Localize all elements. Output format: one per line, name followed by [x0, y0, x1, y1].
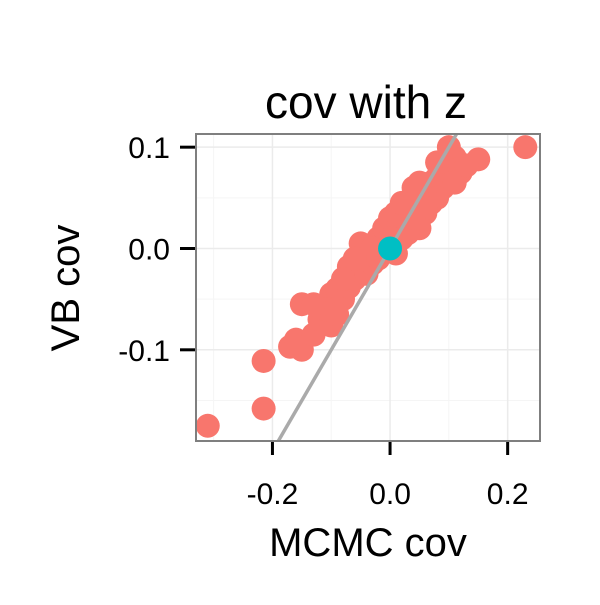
data-point	[442, 170, 467, 195]
data-point	[325, 302, 350, 327]
data-point	[251, 348, 276, 373]
x-tick-label: 0.2	[487, 478, 529, 511]
x-tick-label: 0.0	[369, 478, 411, 511]
data-points	[196, 135, 538, 438]
data-point	[360, 236, 385, 261]
data-point	[342, 246, 367, 271]
data-point	[331, 266, 356, 291]
x-axis-title: MCMC cov	[269, 521, 467, 565]
panel-border	[195, 133, 541, 442]
data-point	[301, 292, 326, 317]
panel-border-rect	[195, 133, 541, 442]
reference-line	[276, 134, 459, 441]
x-tick-label: -0.2	[247, 478, 299, 511]
x-axis: -0.2 0.0 0.2	[247, 441, 529, 511]
highlight-point	[378, 236, 403, 261]
data-point	[454, 153, 479, 178]
data-point	[251, 396, 276, 421]
y-tick-label: 0.1	[128, 132, 170, 165]
highlight-points	[378, 236, 403, 261]
reference-line-segment	[276, 134, 459, 441]
data-point	[401, 206, 426, 231]
y-axis-title: VB cov	[44, 225, 88, 352]
data-point	[513, 135, 538, 160]
y-tick-label: -0.1	[118, 335, 170, 368]
data-point	[196, 413, 220, 438]
y-axis: -0.1 0.0 0.1	[118, 132, 196, 368]
chart-title: cov with z	[265, 76, 467, 128]
y-tick-label: 0.0	[128, 233, 170, 266]
